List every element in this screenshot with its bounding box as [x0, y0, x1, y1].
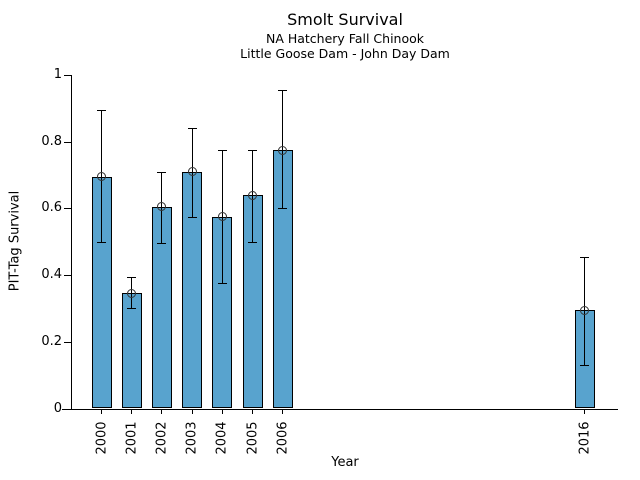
chart-subtitle-2: Little Goose Dam - John Day Dam [240, 46, 450, 61]
y-tick-label: 0.2 [41, 333, 62, 349]
x-tick-label-2003: 2003 [184, 421, 200, 455]
bar-2001 [121, 293, 142, 409]
x-tick-2000 [101, 408, 102, 414]
x-tick-2016 [584, 408, 586, 414]
chart-subtitle-1: NA Hatchery Fall Chinook [265, 31, 425, 46]
y-tick [64, 141, 71, 143]
y-tick-label: 1 [53, 67, 62, 82]
y-tick [64, 275, 71, 277]
point-marker-2000 [97, 172, 106, 182]
x-tick-label-2005: 2005 [245, 421, 260, 455]
x-tick-label-2001: 2001 [124, 421, 140, 455]
x-tick-label-2016: 2016 [577, 421, 593, 455]
error-cap-bottom-2006 [278, 208, 288, 210]
x-tick-2005 [252, 408, 253, 414]
y-tick [64, 208, 71, 210]
x-tick-2004 [221, 408, 223, 414]
x-tick-2001 [131, 408, 133, 414]
x-tick-label-2006: 2006 [275, 421, 291, 455]
error-cap-top-2016 [580, 256, 590, 258]
error-cap-bottom-2005 [248, 241, 257, 243]
y-axis-label: PIT-Tag Survival [7, 190, 23, 292]
error-cap-bottom-2001 [127, 308, 137, 310]
error-cap-bottom-2004 [217, 283, 227, 285]
error-cap-bottom-2002 [157, 243, 167, 245]
chart-title: Smolt Survival [287, 10, 403, 29]
x-axis-spine [62, 408, 618, 410]
error-cap-top-2006 [278, 90, 288, 91]
point-marker-2002 [157, 202, 167, 212]
y-tick [64, 341, 71, 343]
x-tick-2006 [282, 408, 284, 414]
error-cap-top-2002 [157, 171, 167, 173]
y-axis-spine [71, 75, 72, 409]
y-tick-label: 0.6 [41, 200, 62, 216]
y-tick-label: 0.4 [41, 267, 62, 283]
error-cap-top-2004 [217, 150, 227, 152]
y-tick [64, 408, 71, 410]
error-cap-top-2005 [248, 150, 257, 152]
error-cap-top-2003 [187, 128, 197, 130]
point-marker-2001 [127, 288, 137, 298]
x-tick-2003 [191, 408, 193, 414]
x-axis-label: Year [331, 455, 359, 470]
x-tick-label-2004: 2004 [214, 421, 230, 455]
error-cap-bottom-2000 [97, 241, 106, 243]
error-cap-top-2001 [127, 276, 137, 278]
point-marker-2006 [278, 145, 288, 155]
point-marker-2003 [187, 167, 197, 177]
y-tick-label: 0.8 [41, 133, 62, 149]
point-marker-2004 [217, 212, 227, 222]
x-tick-2002 [161, 408, 163, 414]
point-marker-2016 [580, 305, 590, 315]
x-tick-label-2000: 2000 [94, 421, 109, 455]
point-marker-2005 [248, 190, 257, 200]
x-tick-label-2002: 2002 [154, 421, 170, 455]
y-tick [64, 75, 71, 76]
y-tick-label: 0 [53, 400, 62, 416]
error-cap-bottom-2003 [187, 216, 197, 218]
error-cap-top-2000 [97, 110, 106, 112]
error-cap-bottom-2016 [580, 365, 590, 367]
